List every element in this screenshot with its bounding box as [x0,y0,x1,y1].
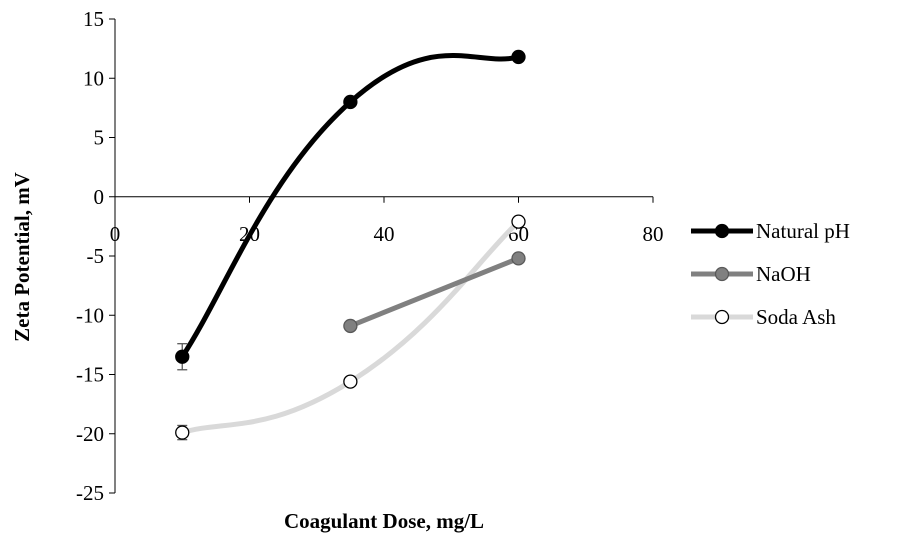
y-tick-label: -20 [76,422,104,446]
y-tick-label: 5 [94,126,105,150]
y-tick-label: -5 [87,244,105,268]
data-point [511,49,526,65]
y-tick-label: 10 [83,66,104,90]
y-tick-label: -25 [76,481,104,505]
series-line [347,255,521,329]
x-tick-label: 0 [110,222,121,246]
legend-swatch-marker [714,223,730,239]
data-point [511,251,526,266]
data-point [175,349,190,364]
data-point [343,374,358,389]
series-layer [175,49,526,441]
y-tick-label: 15 [83,7,104,31]
series-natural-ph [175,49,526,371]
y-axis-title: Zeta Potential, mV [10,172,34,342]
x-tick-label: 40 [374,222,395,246]
data-point [511,214,526,229]
series-naoh [343,251,526,334]
legend: Natural pH NaOH Soda Ash [691,219,850,329]
x-tick-label: 80 [643,222,664,246]
y-tick-label: 0 [94,185,105,209]
y-tick-label: -15 [76,363,104,387]
legend-item: Soda Ash [691,305,836,329]
data-point [343,94,358,110]
series-soda-ash [175,214,526,441]
series-line [179,53,521,360]
legend-label: Soda Ash [756,305,836,329]
legend-swatch-marker [714,266,730,282]
legend-label: NaOH [756,262,811,286]
y-tick-label: -10 [76,303,104,327]
data-point [175,425,190,440]
legend-swatch-marker [714,309,730,325]
legend-item: NaOH [691,262,811,286]
legend-item: Natural pH [691,219,850,243]
legend-label: Natural pH [756,219,850,243]
data-point [343,318,358,334]
x-axis-title: Coagulant Dose, mg/L [284,509,484,533]
